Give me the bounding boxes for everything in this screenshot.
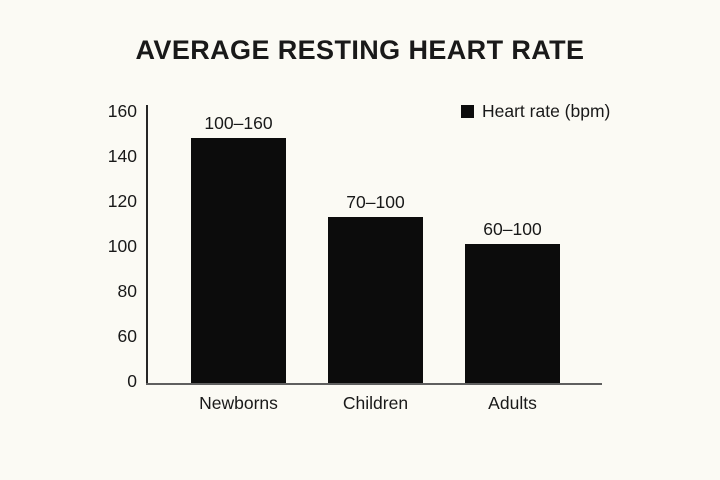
y-tick-label: 60 <box>117 325 137 346</box>
legend-label: Heart rate (bpm) <box>482 101 611 121</box>
bar-value-label: 70–100 <box>346 191 405 212</box>
y-axis-line <box>146 105 148 383</box>
legend: Heart rate (bpm) <box>461 101 611 121</box>
bar-newborns <box>191 138 286 383</box>
category-label: Newborns <box>199 393 278 413</box>
y-tick-label: 160 <box>107 100 137 121</box>
y-tick-label: 100 <box>107 235 137 256</box>
category-label: Children <box>342 393 409 413</box>
bar-value-label: 100–160 <box>204 113 273 133</box>
bar-value-label: 60–100 <box>483 218 542 239</box>
y-tick-label: 80 <box>117 280 137 301</box>
legend-swatch-icon <box>461 105 474 119</box>
y-tick-label: 140 <box>107 145 137 166</box>
plot-area: 0 60 80 100 120 140 160 100–160 Newborns 70–100 C… <box>108 102 602 412</box>
bar-children <box>328 216 423 383</box>
x-axis-line <box>146 383 602 385</box>
y-tick-label: 0 <box>127 370 137 391</box>
bar-adults <box>465 243 560 383</box>
chart-title: AVERAGE RESTING HEART RATE <box>135 35 585 65</box>
category-label: Adults <box>488 393 537 413</box>
y-tick-label: 120 <box>107 190 137 211</box>
